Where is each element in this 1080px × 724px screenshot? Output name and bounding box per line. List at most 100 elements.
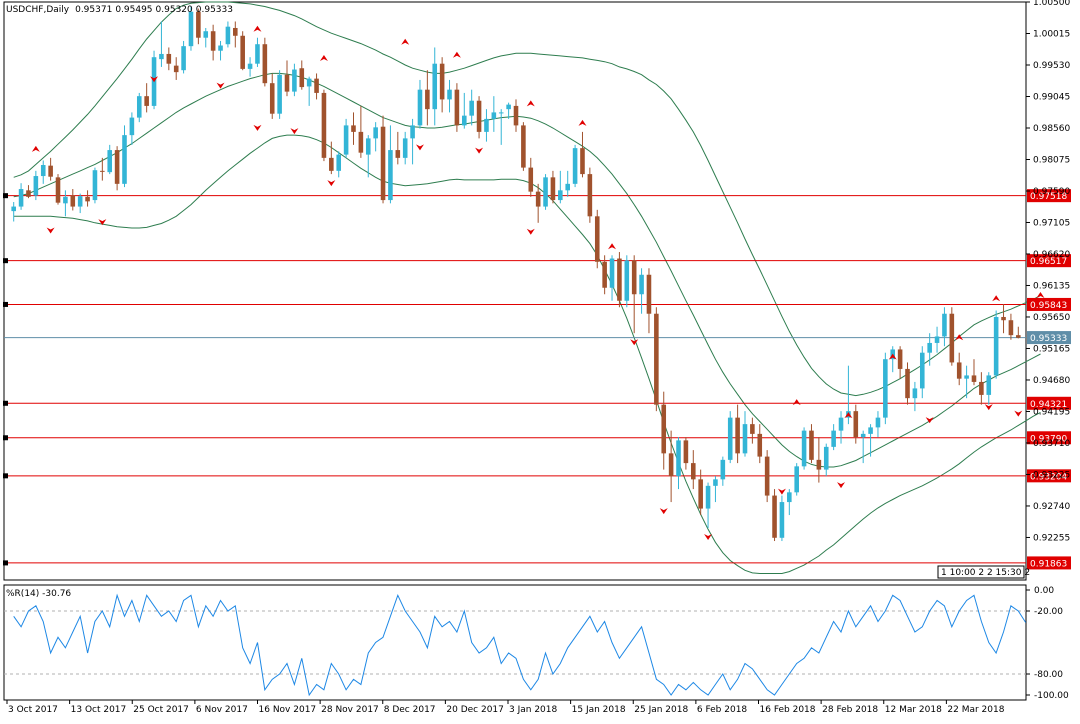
candle-body — [1016, 335, 1021, 338]
candle-body — [735, 417, 740, 454]
candle-body — [764, 456, 770, 496]
candle-body — [18, 189, 24, 207]
price-tick-label: 1.00500 — [1033, 0, 1070, 8]
candle-body — [380, 126, 386, 201]
candle-body — [240, 35, 245, 69]
fractal-down — [777, 488, 786, 495]
price-tick-label: 0.96135 — [1033, 281, 1070, 291]
candle-body — [122, 135, 127, 184]
candle-body — [498, 112, 504, 114]
candle-body — [70, 195, 76, 207]
level-price-label-4: 0.93790 — [1030, 434, 1067, 444]
time-box: 1 10:00 2 2 15:30 2 — [937, 565, 1030, 579]
level-price-label-6: 0.91863 — [1030, 559, 1067, 569]
level-price-box-2 — [1027, 297, 1071, 311]
candle-body — [358, 131, 364, 153]
date-tick-label: 6 Feb 2018 — [697, 705, 748, 715]
candle-body — [816, 459, 822, 470]
wpr-label: %R(14) -30.76 — [6, 589, 71, 599]
candle-body — [535, 191, 541, 207]
candle-body — [506, 104, 511, 110]
date-tick-label: 16 Feb 2018 — [760, 705, 816, 715]
candle-body — [646, 274, 652, 314]
candle-body — [425, 89, 430, 110]
candle-body — [40, 165, 46, 177]
price-axis: 1.00500 1.00015 0.99530 0.99045 0.98560 0.980… — [1026, 0, 1070, 543]
level-price-label-0: 0.97518 — [1030, 192, 1067, 202]
candle-body — [107, 150, 113, 173]
candle-body — [809, 430, 814, 460]
candle-body — [676, 440, 681, 477]
candle-body — [823, 446, 829, 470]
candle-body — [949, 313, 955, 363]
wpr-tick-label: -100.00 — [1034, 691, 1069, 701]
price-tick-label: 0.95650 — [1033, 313, 1070, 323]
candle-body — [277, 74, 282, 114]
fractal-up — [608, 243, 617, 250]
fractal-down — [475, 147, 484, 154]
wpr-tick-label: -20.00 — [1034, 607, 1063, 617]
bollinger-bands — [13, 1, 1041, 574]
candle-body — [631, 260, 637, 295]
fractal-down — [630, 339, 639, 346]
candle-body — [255, 44, 260, 64]
fractal-down — [925, 417, 934, 424]
candle-body — [513, 105, 519, 126]
candle-body — [225, 26, 231, 45]
candle-body — [373, 127, 378, 139]
fractal-up — [452, 51, 461, 58]
candle-body — [447, 89, 452, 100]
level-price-box-4 — [1027, 431, 1071, 445]
candle-body — [683, 440, 689, 464]
candle-body — [624, 260, 630, 301]
candle-body — [727, 417, 733, 460]
candle-body — [92, 170, 98, 201]
candle-body — [853, 411, 859, 438]
price-tick-label: 0.92255 — [1033, 533, 1070, 543]
price-tick-label: 0.98560 — [1033, 124, 1070, 134]
candle-body — [919, 352, 925, 389]
candle-body — [720, 459, 726, 480]
fractal-down — [98, 219, 107, 226]
candle-body — [343, 125, 349, 155]
candle-body — [166, 53, 172, 64]
candle-body — [85, 196, 90, 202]
fractal-up — [844, 412, 853, 419]
date-tick-label: 22 Mar 2018 — [947, 705, 1004, 715]
candle-body — [868, 427, 873, 434]
candle-body — [284, 74, 290, 92]
fractal-down — [253, 124, 262, 131]
candle-body — [100, 170, 105, 172]
price-tick-label: 0.99530 — [1033, 61, 1070, 71]
horizontal-levels[interactable]: 0.97518 0.96517 0.95843 0.94321 0.93790 0.932… — [3, 189, 1071, 570]
level-price-box-6 — [1027, 556, 1071, 570]
candle-body — [587, 174, 593, 217]
candle-body — [336, 154, 342, 171]
candle-body — [159, 53, 164, 60]
level-price-box-1 — [1027, 254, 1071, 268]
bollinger-lower — [13, 134, 1041, 574]
level-price-box-3 — [1027, 396, 1071, 410]
candle-body — [860, 433, 866, 438]
current-price-label: 0.95333 — [1030, 334, 1067, 344]
candle-body — [395, 150, 401, 158]
candle-body — [432, 63, 438, 110]
price-tick-label: 0.98075 — [1033, 155, 1070, 165]
candle-body — [11, 206, 16, 212]
candle-body — [713, 479, 718, 486]
candle-body — [469, 100, 474, 116]
date-tick-label: 25 Jan 2018 — [634, 705, 688, 715]
candle-body — [897, 349, 903, 369]
price-tick-label: 0.93225 — [1033, 470, 1070, 480]
level-handle-6 — [3, 560, 8, 566]
fractal-down — [984, 404, 993, 411]
date-tick-label: 3 Oct 2017 — [8, 705, 58, 715]
time-box-text: 1 10:00 2 2 15:30 2 — [941, 568, 1030, 578]
candle-body — [779, 502, 785, 538]
fractals — [31, 25, 1045, 541]
candle-body — [136, 96, 142, 118]
candlesticks — [11, 5, 1021, 542]
date-tick-label: 8 Dec 2017 — [384, 705, 436, 715]
